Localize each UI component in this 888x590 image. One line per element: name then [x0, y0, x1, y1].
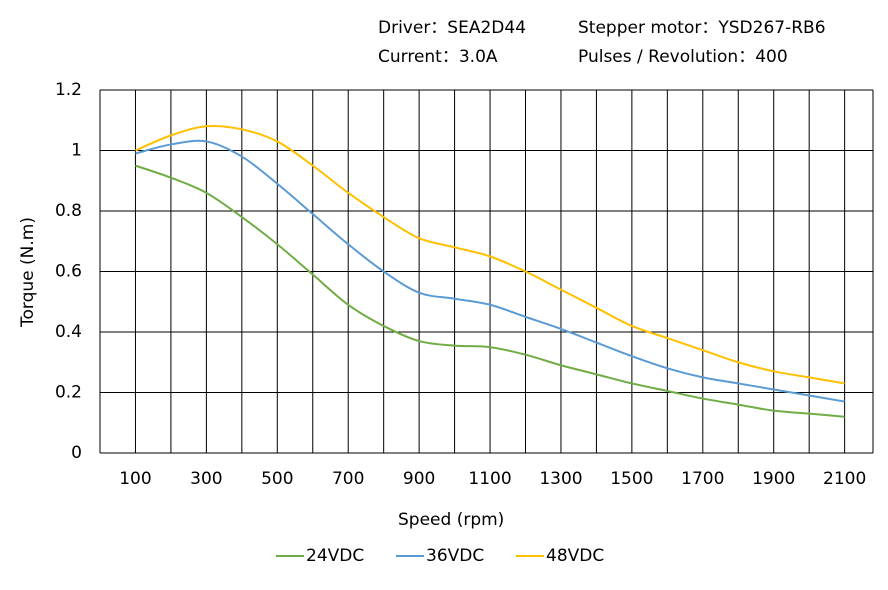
header-motor: Stepper motor：YSD267-RB6	[578, 18, 826, 38]
x-tick-label: 1300	[539, 469, 582, 489]
y-tick-label: 0.4	[55, 322, 82, 342]
x-tick-label: 1500	[610, 469, 653, 489]
data-line	[135, 124, 845, 385]
y-tick-label: 1	[71, 141, 82, 161]
x-tick-label: 700	[332, 469, 364, 489]
x-tick-label: 1900	[752, 469, 795, 489]
data-line	[135, 139, 845, 403]
x-tick-label: 300	[190, 469, 222, 489]
y-tick-label: 1.2	[55, 80, 82, 100]
header-current: Current：3.0A	[378, 47, 498, 67]
y-tick-label: 0.2	[55, 383, 82, 403]
x-tick-label: 1700	[681, 469, 724, 489]
y-axis-label: Torque (N.m)	[18, 217, 38, 328]
x-tick-label: 500	[261, 469, 293, 489]
header-pulses: Pulses / Revolution：400	[578, 47, 788, 67]
y-tick-label: 0.6	[55, 262, 82, 282]
x-tick-label: 1100	[468, 469, 511, 489]
legend-label: 36VDC	[426, 546, 484, 566]
x-tick-label: 100	[119, 469, 151, 489]
header-driver: Driver：SEA2D44	[378, 18, 526, 38]
legend-label: 24VDC	[306, 546, 364, 566]
y-tick-label: 0.8	[55, 201, 82, 221]
data-line	[135, 164, 845, 418]
y-tick-label: 0	[71, 443, 82, 463]
x-axis-label: Speed (rpm)	[398, 510, 504, 530]
x-tick-label: 2100	[823, 469, 866, 489]
legend-label: 48VDC	[546, 546, 604, 566]
x-tick-label: 900	[403, 469, 435, 489]
